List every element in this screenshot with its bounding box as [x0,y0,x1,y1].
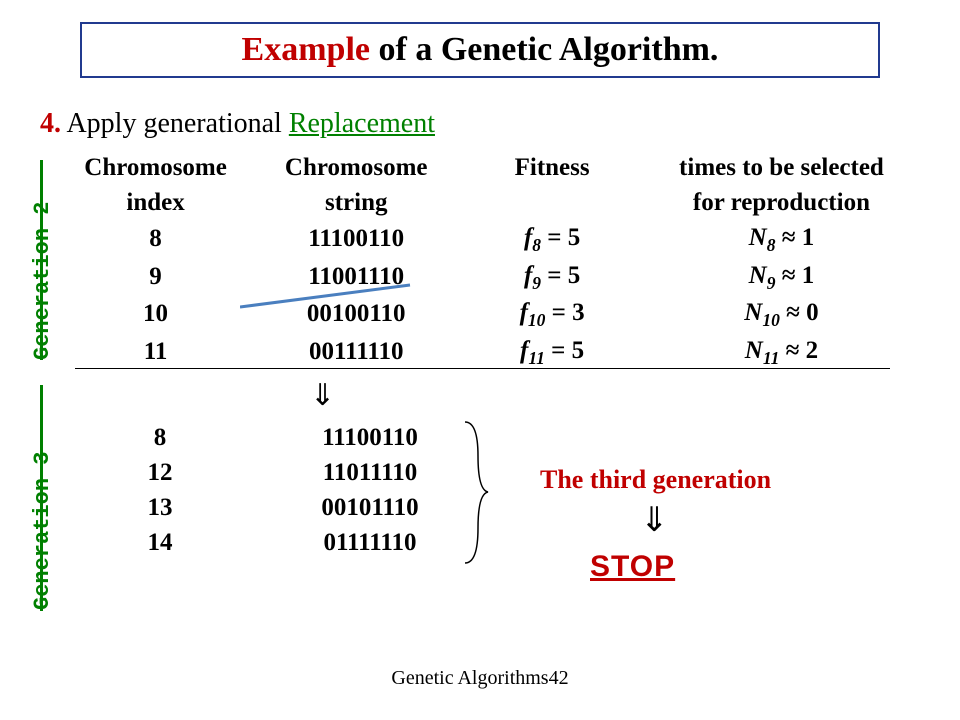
hdr-idx1: Chromosome [60,150,251,185]
cell-index: 13 [60,490,260,525]
title-rest: of a Genetic Algorithm. [370,31,718,68]
cell-index: 14 [60,525,260,560]
gen3-table: 811100110121101111013001011101401111110 [60,420,480,560]
cell-string: 01111110 [260,525,480,560]
table-row: 1300101110 [60,490,480,525]
cell-selection: N10 ≈ 0 [643,295,920,333]
cell-index: 11 [60,334,251,369]
table-row: 811100110 [60,420,480,455]
cell-selection: N9 ≈ 1 [643,258,920,296]
step-replacement: Replacement [289,108,435,139]
table-header-row2: index string for reproduction [60,185,920,220]
cell-string: 11100110 [260,420,480,455]
footer: Genetic Algorithms42 [0,667,960,690]
cell-fitness: f9 = 5 [461,258,643,296]
down-arrow-icon-2: ⇓ [640,500,669,540]
table-header-row1: Chromosome Chromosome Fitness times to b… [60,150,920,185]
cell-string: 00100110 [251,296,461,331]
cell-fitness: f10 = 3 [461,295,643,333]
step-number: 4. [40,108,61,139]
table-row: 1211011110 [60,455,480,490]
cell-index: 8 [60,221,251,256]
cell-string: 00101110 [260,490,480,525]
hdr-str1: Chromosome [251,150,461,185]
footer-page: 42 [549,667,569,689]
footer-text: Genetic Algorithms [391,667,548,689]
cell-index: 9 [60,259,251,294]
hdr-idx2: index [60,185,251,220]
step-pre: Apply generational [61,108,289,139]
cell-fitness: f11 = 5 [461,333,643,371]
cell-fitness: f8 = 5 [461,220,643,258]
cell-string: 11001110 [251,259,461,294]
table-row: 811100110f8 = 5N8 ≈ 1 [60,220,920,258]
cell-index: 12 [60,455,260,490]
cell-string: 00111110 [251,334,461,369]
gen2-label: Generation 2 [30,202,55,360]
hdr-str2: string [251,185,461,220]
gen2-table: Chromosome Chromosome Fitness times to b… [60,150,920,370]
hdr-sel1: times to be selected [643,150,920,185]
down-arrow-icon: ⇓ [310,378,335,413]
cell-selection: N8 ≈ 1 [643,220,920,258]
stop-label: STOP [590,550,675,584]
step-line: 4. Apply generational Replacement [40,108,435,140]
hdr-sel2: for reproduction [643,185,920,220]
brace-icon [460,420,490,565]
table-row: 911001110f9 = 5N9 ≈ 1 [60,258,920,296]
third-generation-label: The third generation [540,465,771,495]
section-divider [75,368,890,369]
cell-string: 11011110 [260,455,480,490]
cell-selection: N11 ≈ 2 [643,333,920,371]
table-row: 1000100110f10 = 3N10 ≈ 0 [60,295,920,333]
slide-root: Example of a Genetic Algorithm. 4. Apply… [0,0,960,720]
table-row: 1401111110 [60,525,480,560]
title-box: Example of a Genetic Algorithm. [80,22,880,78]
cell-index: 8 [60,420,260,455]
cell-string: 11100110 [251,221,461,256]
gen3-label: Generation 3 [30,452,55,610]
title-highlight: Example [242,31,370,68]
hdr-fit: Fitness [461,150,643,185]
table-row: 1100111110f11 = 5N11 ≈ 2 [60,333,920,371]
cell-index: 10 [60,296,251,331]
